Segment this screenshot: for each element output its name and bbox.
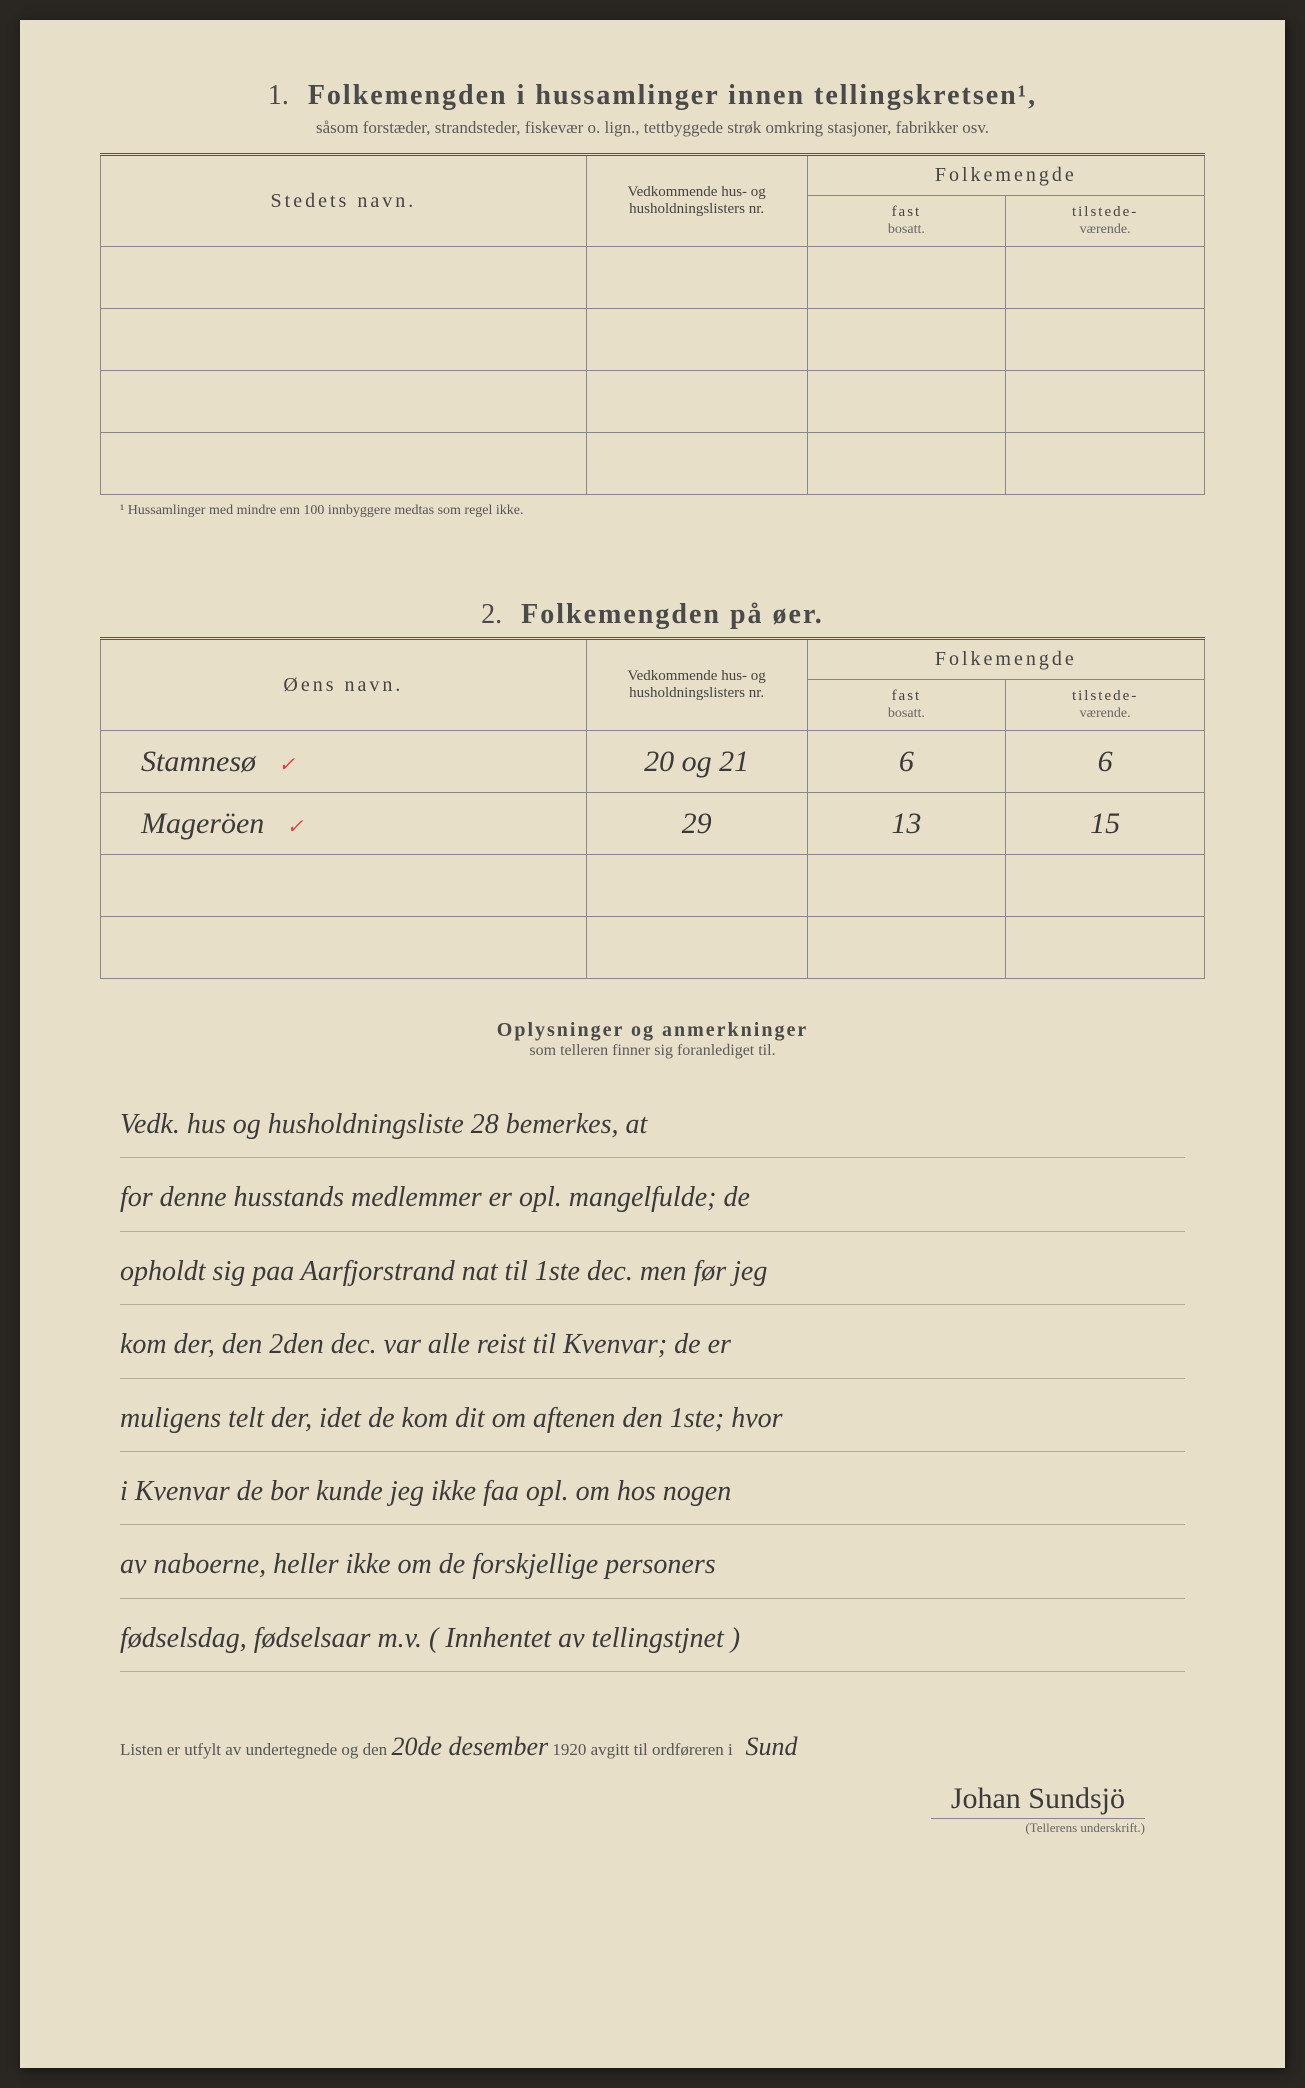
section1-table: Stedets navn. Vedkommende hus- og hushol… <box>100 153 1205 495</box>
closing-date: 20de desember <box>391 1732 548 1761</box>
closing-line: Listen er utfylt av undertegnede og den … <box>100 1732 1205 1762</box>
signature: Johan Sundsjö <box>931 1782 1145 1819</box>
section1-title: Folkemengden i hussamlinger innen tellin… <box>308 80 1037 111</box>
s2-col-til: tilstede- værende. <box>1006 680 1205 731</box>
section1-footnote: ¹ Hussamlinger med mindre enn 100 innbyg… <box>100 503 1205 519</box>
section1-subtitle: såsom forstæder, strandsteder, fiskevær … <box>100 118 1205 138</box>
s1-col-name: Stedets navn. <box>101 155 587 247</box>
s1-col-nr: Vedkommende hus- og husholdningslisters … <box>586 155 807 247</box>
remarks-line: fødselsdag, fødselsaar m.v. ( Innhentet … <box>120 1599 1185 1672</box>
closing-mid: avgitt til ordføreren i <box>591 1740 733 1759</box>
s1-col-til: tilstede- værende. <box>1006 196 1205 247</box>
checkmark-icon: ✓ <box>287 816 304 838</box>
remarks-title: Oplysninger og anmerkninger <box>100 1019 1205 1042</box>
list-nr: 29 <box>586 793 807 855</box>
signature-label: (Tellerens underskrift.) <box>1025 1820 1145 1835</box>
remarks-body: Vedk. hus og husholdningsliste 28 bemerk… <box>100 1085 1205 1672</box>
s2-col-fast: fast bosatt. <box>807 680 1006 731</box>
list-nr: 20 og 21 <box>586 731 807 793</box>
document-page: 1. Folkemengden i hussamlinger innen tel… <box>20 20 1285 2068</box>
section2-header: 2. Folkemengden på øer. <box>100 599 1205 631</box>
island-name: Stamnesø <box>141 745 256 778</box>
pop-fast: 6 <box>807 731 1006 793</box>
section2-number: 2. <box>481 599 502 630</box>
remarks-line: for denne husstands medlemmer er opl. ma… <box>120 1158 1185 1231</box>
table-row: Stamnesø ✓ 20 og 21 6 6 <box>101 731 1205 793</box>
checkmark-icon: ✓ <box>279 754 296 776</box>
remarks-line: Vedk. hus og husholdningsliste 28 bemerk… <box>120 1085 1185 1158</box>
s1-col-fast: fast bosatt. <box>807 196 1006 247</box>
remarks-line: muligens telt der, idet de kom dit om af… <box>120 1379 1185 1452</box>
remarks-line: opholdt sig paa Aarfjorstrand nat til 1s… <box>120 1232 1185 1305</box>
section1-header: 1. Folkemengden i hussamlinger innen tel… <box>100 80 1205 112</box>
remarks-subtitle: som telleren finner sig foranlediget til… <box>100 1042 1205 1060</box>
pop-til: 15 <box>1006 793 1205 855</box>
s2-col-name: Øens navn. <box>101 639 587 731</box>
s2-col-nr: Vedkommende hus- og husholdningslisters … <box>586 639 807 731</box>
remarks-line: av naboerne, heller ikke om de forskjell… <box>120 1525 1185 1598</box>
remarks-line: kom der, den 2den dec. var alle reist ti… <box>120 1305 1185 1378</box>
section2-table: Øens navn. Vedkommende hus- og husholdni… <box>100 637 1205 979</box>
section1-number: 1. <box>268 80 289 111</box>
closing-prefix: Listen er utfylt av undertegnede og den <box>120 1740 387 1759</box>
section2-title: Folkemengden på øer. <box>521 599 824 630</box>
island-name: Mageröen <box>141 807 264 840</box>
signature-block: Johan Sundsjö (Tellerens underskrift.) <box>100 1782 1205 1837</box>
closing-place: Sund <box>745 1732 797 1761</box>
s1-col-pop: Folkemengde <box>807 155 1204 196</box>
pop-til: 6 <box>1006 731 1205 793</box>
pop-fast: 13 <box>807 793 1006 855</box>
closing-year: 1920 <box>552 1740 586 1759</box>
remarks-line: i Kvenvar de bor kunde jeg ikke faa opl.… <box>120 1452 1185 1525</box>
s2-col-pop: Folkemengde <box>807 639 1204 680</box>
table-row: Mageröen ✓ 29 13 15 <box>101 793 1205 855</box>
